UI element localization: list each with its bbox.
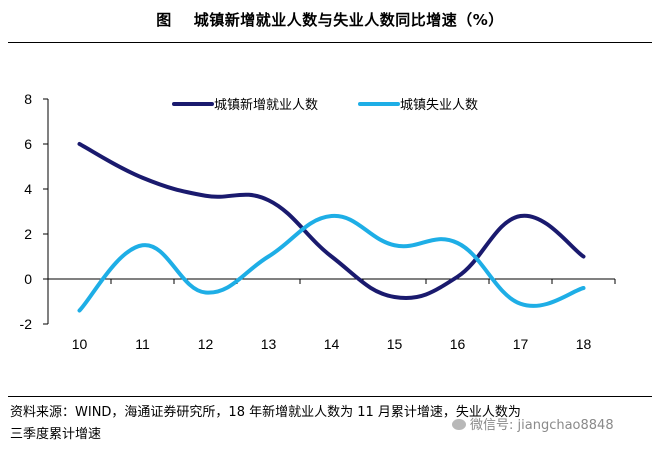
line-chart: -2 0 2 4 6 8 10 11 12 13 14 15 16 17 18 城镇新增就业人数 城镇失业人数 — [20, 91, 616, 352]
legend-label-1: 城镇新增就业人数 — [214, 97, 318, 113]
y-tick-label: 0 — [24, 271, 32, 287]
x-tick-label: 18 — [576, 336, 592, 352]
footnote-line-2: 三季度累计增速 — [10, 427, 102, 442]
y-tick-label: 6 — [24, 136, 32, 152]
watermark-text: 微信号: jiangchao8848 — [470, 418, 614, 433]
x-tick-label: 15 — [387, 336, 403, 352]
x-tick-label: 11 — [135, 336, 150, 352]
legend-label-2: 城镇失业人数 — [400, 98, 478, 113]
x-tick-label: 16 — [450, 336, 466, 352]
x-tick-label: 17 — [513, 336, 529, 352]
chart-title: 图 城镇新增就业人数与失业人数同比增速（%） — [0, 0, 660, 42]
footnote-line-1: 资料来源：WIND，海通证券研究所，18 年新增就业人数为 11 月累计增速，失… — [10, 405, 521, 420]
y-tick-label: -2 — [20, 316, 33, 332]
watermark: 微信号: jiangchao8848 — [452, 414, 614, 433]
x-tick-label: 13 — [261, 336, 277, 352]
source-footnote: 资料来源：WIND，海通证券研究所，18 年新增就业人数为 11 月累计增速，失… — [10, 402, 650, 446]
figure-label: 图 — [156, 11, 172, 29]
top-rule — [8, 42, 652, 43]
y-tick-label: 2 — [24, 226, 32, 242]
y-tick-label: 8 — [24, 91, 32, 107]
bottom-rule — [8, 396, 652, 397]
x-tick-label: 12 — [198, 336, 214, 352]
series-line-1 — [77, 142, 586, 300]
series-line-2 — [77, 213, 586, 313]
y-tick-label: 4 — [24, 181, 32, 197]
x-tick-label: 10 — [72, 336, 88, 352]
title-text: 城镇新增就业人数与失业人数同比增速（%） — [193, 11, 504, 29]
wechat-icon — [452, 419, 466, 430]
x-tick-label: 14 — [324, 336, 340, 352]
